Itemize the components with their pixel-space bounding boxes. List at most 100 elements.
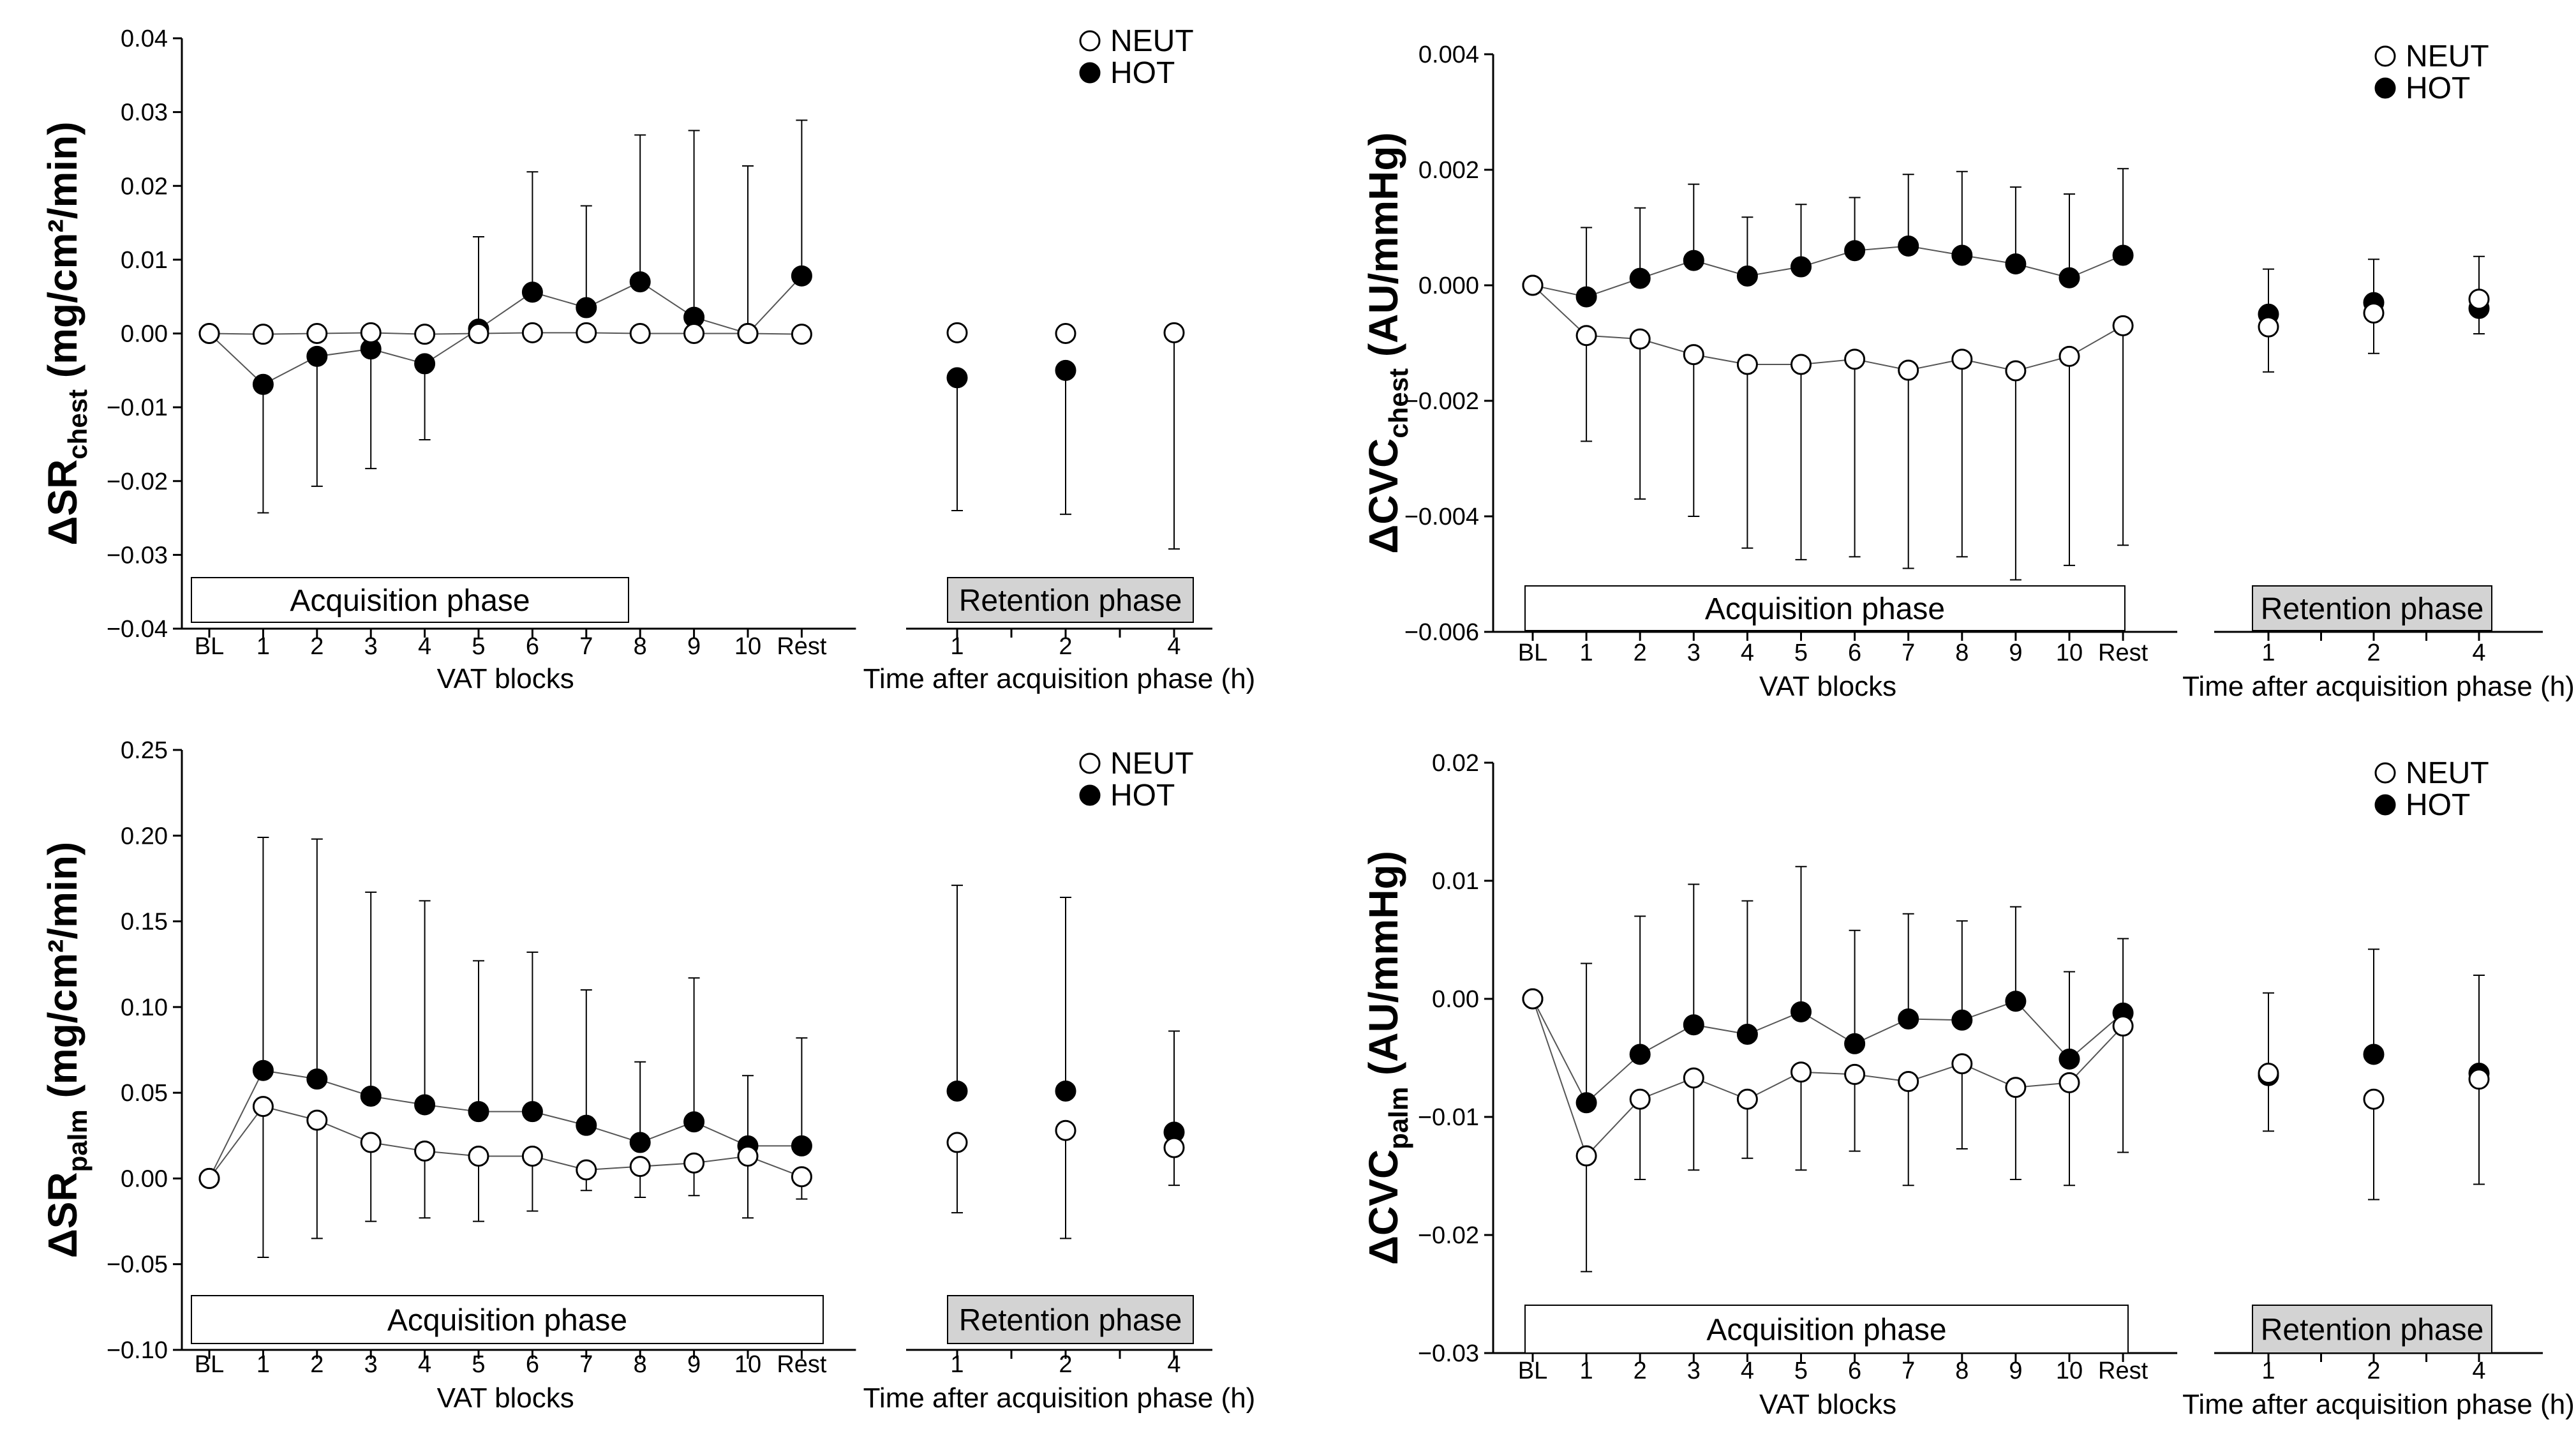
legend-marker-neut	[2374, 45, 2396, 67]
x-tick-label: 8	[634, 633, 647, 660]
x-tick-label: 2	[2367, 640, 2380, 666]
data-point-neut	[2059, 345, 2080, 367]
data-point-hot	[414, 1094, 436, 1116]
series-line-hot	[1532, 998, 2124, 1104]
data-point-neut	[946, 1132, 968, 1153]
y-axis-label: ΔCVCchest (AU/mmHg)	[1360, 132, 1413, 554]
data-point-neut	[1055, 1119, 1076, 1141]
data-point-neut	[1683, 344, 1704, 366]
legend-marker-hot	[1079, 784, 1101, 806]
x-tick-label: BL	[1518, 640, 1547, 666]
y-axis-label-unit: (mg/cm²/min)	[40, 121, 86, 389]
data-point-neut	[683, 1152, 705, 1174]
y-tick-label: −0.004	[1404, 504, 1479, 530]
x-tick-label: 4	[1741, 640, 1754, 666]
data-point-hot	[1898, 235, 1919, 257]
data-point-neut	[629, 323, 651, 344]
x-tick-label: 1	[950, 1351, 964, 1378]
x-tick-label: 8	[634, 1351, 647, 1378]
data-point-hot	[1683, 250, 1704, 271]
retention-phase-box	[947, 1295, 1194, 1344]
data-point-neut	[198, 323, 220, 344]
data-point-hot	[360, 1086, 382, 1107]
legend-label-neut: NEUT	[2406, 756, 2489, 790]
retention-phase-box	[2252, 585, 2492, 631]
x-tick-label: 1	[1580, 640, 1593, 666]
x-tick-label: 1	[2261, 1358, 2275, 1384]
data-point-neut	[576, 1159, 597, 1181]
x-axis-label-acquisition: VAT blocks	[1759, 671, 1896, 702]
retention-phase-label: Retention phase	[2261, 592, 2484, 626]
error-bars	[1581, 865, 2485, 1273]
x-tick-label: BL	[195, 1351, 224, 1378]
data-point-hot	[1951, 244, 1973, 266]
x-tick-label: 7	[1902, 1358, 1915, 1384]
data-point-hot	[1736, 1024, 1758, 1045]
y-tick-label: 0.15	[121, 909, 168, 936]
x-tick-label: 10	[734, 1351, 761, 1378]
x-tick-label: Rest	[777, 1351, 827, 1378]
x-tick-label: 7	[579, 633, 593, 660]
data-point-neut	[2468, 288, 2490, 310]
data-point-hot	[1951, 1009, 1973, 1031]
x-axis-label-retention: Time after acquisition phase (h)	[863, 1382, 1256, 1414]
data-point-hot	[576, 297, 597, 318]
x-tick-label: Rest	[2098, 640, 2148, 666]
legend-marker-hot	[1079, 62, 1101, 84]
x-tick-label: 5	[472, 633, 485, 660]
y-tick-label: 0.20	[121, 823, 168, 849]
x-axis-label-retention: Time after acquisition phase (h)	[2182, 671, 2575, 702]
y-tick-label: 0.02	[121, 173, 168, 200]
data-point-neut	[306, 323, 328, 344]
acquisition-phase-label: Acquisition phase	[1705, 592, 1945, 626]
x-tick-label: 3	[364, 633, 378, 660]
y-axis-label-subscript: palm	[63, 1109, 93, 1172]
data-point-neut	[791, 1166, 812, 1188]
y-tick-label: −0.01	[1418, 1104, 1479, 1131]
data-point-neut	[2112, 315, 2134, 336]
legend-label-hot: HOT	[2406, 788, 2470, 822]
data-point-neut	[1951, 1053, 1973, 1075]
x-tick-label: 1	[257, 633, 270, 660]
x-tick-label: 2	[2367, 1358, 2380, 1384]
data-point-neut	[683, 323, 705, 344]
x-axis-label-acquisition: VAT blocks	[1759, 1389, 1896, 1420]
acquisition-phase-label: Acquisition phase	[290, 584, 530, 618]
data-point-neut	[2258, 1063, 2279, 1084]
data-point-hot	[946, 367, 968, 389]
y-axis-label: ΔCVCpalm (AU/mmHg)	[1360, 851, 1413, 1265]
x-tick-label: Rest	[2098, 1358, 2148, 1384]
panel-sr_palm: 0.25 0.20 0.15 0.10 0.05 0.00 −0.05 −0.10 BL 1 2 3 4…	[40, 737, 1255, 1414]
data-point-neut	[737, 1146, 759, 1167]
x-tick-label: 8	[1955, 1358, 1969, 1384]
series-line-neut	[1532, 998, 2124, 1157]
legend-label-neut: NEUT	[2406, 40, 2489, 73]
series-line-neut	[209, 332, 802, 335]
x-tick-label: 6	[526, 633, 539, 660]
data-point-neut	[414, 324, 436, 345]
data-point-neut	[576, 322, 597, 343]
data-point-neut	[252, 324, 274, 345]
data-point-hot	[306, 1068, 328, 1090]
retention-phase-label: Retention phase	[959, 584, 1182, 618]
x-axis-label-retention: Time after acquisition phase (h)	[863, 663, 1256, 694]
x-tick-label: 2	[1634, 640, 1647, 666]
y-axis-label-subscript: chest	[63, 389, 93, 460]
data-point-neut	[737, 323, 759, 344]
y-tick-label: 0.10	[121, 994, 168, 1021]
x-tick-label: 2	[1634, 1358, 1647, 1384]
y-axis-label: ΔSRchest (mg/cm²/min)	[40, 121, 93, 545]
y-tick-label: −0.10	[107, 1337, 168, 1364]
data-point-neut	[1791, 354, 1812, 375]
acquisition-phase-label: Acquisition phase	[1706, 1314, 1946, 1347]
y-tick-label: −0.03	[107, 542, 168, 569]
x-tick-label: 2	[1059, 633, 1072, 660]
data-point-hot	[521, 1101, 543, 1123]
data-point-neut	[1736, 354, 1758, 375]
data-point-hot	[1683, 1014, 1704, 1036]
panel-cvc_palm: 0.02 0.01 0.00 −0.01 −0.02 −0.03 BL 1 2 3 4 5 6 7 8 9 10…	[1360, 750, 2575, 1420]
y-tick-label: 0.03	[121, 100, 168, 126]
data-point-hot	[468, 1101, 489, 1123]
x-tick-label: 4	[2472, 1358, 2485, 1384]
